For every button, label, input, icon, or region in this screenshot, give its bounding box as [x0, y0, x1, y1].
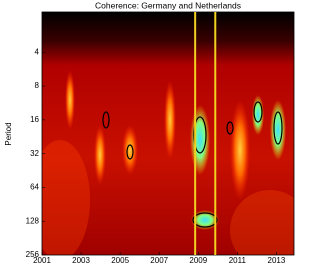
x-tick-label: 2009: [189, 256, 207, 265]
coherence-field: [30, 12, 295, 265]
y-axis-label: Period: [4, 122, 13, 145]
x-tick-label: 2013: [268, 256, 286, 265]
x-tick-label: 2001: [33, 256, 51, 265]
y-tick-label: 8: [35, 81, 40, 90]
y-tick-label: 64: [30, 183, 39, 192]
x-tick-label: 2005: [111, 256, 129, 265]
y-tick-label: 32: [30, 149, 39, 158]
chart-title: Coherence: Germany and Netherlands: [95, 0, 241, 10]
y-tick-label: 128: [26, 216, 40, 225]
y-tick-label: 4: [35, 47, 40, 56]
x-tick-label: 2003: [72, 256, 90, 265]
chart: Coherence: Germany and Netherlands Perio…: [0, 0, 295, 265]
y-tick-label: 16: [30, 115, 39, 124]
x-tick-label: 2007: [150, 256, 168, 265]
x-tick-label: 2011: [229, 256, 247, 265]
